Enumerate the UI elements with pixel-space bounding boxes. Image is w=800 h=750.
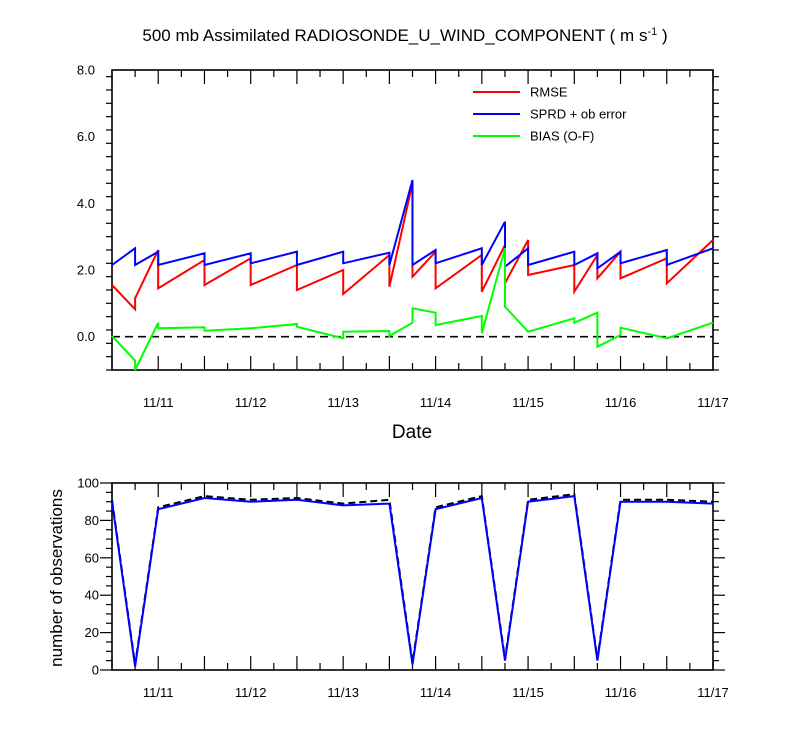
x-axis-label: Date	[392, 422, 432, 443]
y-tick-label: 80	[85, 513, 99, 528]
x-tick-label: 11/15	[512, 685, 544, 700]
x-tick-label: 11/13	[327, 395, 359, 410]
top-panel: 11/11 11/12 11/13 11/14 11/15 11/16 11/17 0.0 2.…	[77, 63, 729, 411]
y-tick-label: 100	[77, 476, 99, 491]
x-tick-label: 11/12	[235, 395, 267, 410]
y-tick-label: 40	[85, 588, 99, 603]
x-tick-label: 11/14	[420, 395, 452, 410]
y-tick-label: 4.0	[77, 196, 95, 211]
y-axis-label-observations: number of observations	[47, 489, 66, 667]
x-tick-label: 11/15	[512, 395, 544, 410]
series-bias-o-f	[111, 248, 714, 371]
bottom-panel: 11/11 11/12 11/13 11/14 11/15 11/16 11/17 0 20 40…	[77, 476, 728, 701]
x-tick-label: 11/17	[697, 685, 729, 700]
plot-frame	[111, 482, 714, 671]
x-tick-label: 11/17	[697, 395, 729, 410]
x-tick-label: 11/14	[420, 685, 452, 700]
x-tick-label: 11/16	[605, 395, 637, 410]
y-tick-label: 6.0	[77, 129, 95, 144]
legend-label: SPRD + ob error	[530, 107, 627, 122]
y-tick-label: 8.0	[77, 63, 95, 78]
y-tick-label: 2.0	[77, 263, 95, 278]
series-sprd-ob-error	[111, 179, 714, 271]
x-tick-label: 11/13	[327, 685, 359, 700]
x-tick-label: 11/11	[143, 685, 174, 700]
legend-label: RMSE	[530, 85, 568, 100]
x-tick-label: 11/16	[605, 685, 637, 700]
y-tick-label: 0	[92, 663, 99, 678]
y-tick-label: 20	[85, 625, 99, 640]
x-tick-label: 11/11	[143, 395, 174, 410]
series-used	[111, 494, 714, 667]
y-tick-label: 0.0	[77, 329, 95, 344]
x-tick-label: 11/12	[235, 685, 267, 700]
legend-label: BIAS (O-F)	[530, 129, 594, 144]
chart-title: 500 mb Assimilated RADIOSONDE_U_WIND_COM…	[142, 26, 667, 45]
y-tick-label: 60	[85, 550, 99, 565]
series-possible	[111, 493, 714, 665]
